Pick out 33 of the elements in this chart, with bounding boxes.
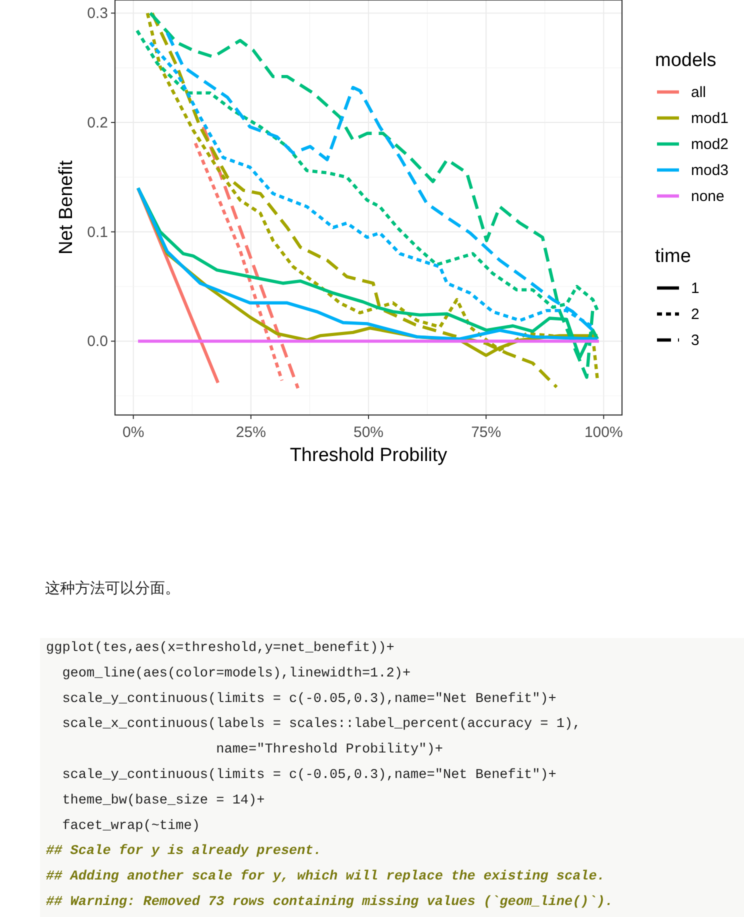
text: 这种方法可以分面。 [45, 580, 180, 597]
legend-label: mod3 [691, 162, 729, 179]
legend-label: mod1 [691, 110, 729, 127]
legend-label: none [691, 188, 724, 205]
y-axis-title: Net Benefit [56, 160, 77, 254]
legend-title: models [655, 50, 716, 71]
text: scale_y_continuous(limits = c(-0.05,0.3),name="Net Benefit")+ [46, 768, 556, 783]
text: ## Adding another scale for y, which will replace the existing scale. [46, 870, 605, 885]
text: facet_wrap(~time) [46, 818, 200, 834]
text: scale_x_continuous(labels = scales::label_percent(accuracy = 1), [46, 717, 581, 732]
legend-label: mod2 [691, 136, 729, 153]
text: ## Warning: Removed 73 rows containing missing values (`geom_line()`). [46, 895, 614, 910]
legend-label: all [691, 84, 706, 101]
text: ggplot(tes,aes(x=threshold,y=net_benefit))+ [46, 641, 394, 656]
text: 1 [691, 280, 700, 297]
text: 3 [691, 332, 700, 349]
text: scale_y_continuous(limits = c(-0.05,0.3),name="Net Benefit")+ [46, 692, 556, 707]
text: time [655, 246, 691, 267]
text: geom_line(aes(color=models),linewidth=1.2)+ [46, 666, 411, 682]
y-tick-label: 0.3 [87, 5, 108, 22]
text: name="Threshold Probility")+ [46, 742, 443, 758]
x-tick-label: 50% [353, 424, 384, 441]
text: theme_bw(base_size = 14)+ [46, 793, 265, 808]
x-tick-label: 100% [584, 424, 623, 441]
x-tick-label: 75% [471, 424, 502, 441]
x-tick-label: 25% [236, 424, 266, 441]
text: 2 [691, 306, 700, 323]
x-axis-title: Threshold Probility [290, 445, 448, 466]
y-tick-label: 0.2 [87, 114, 108, 132]
x-tick-label: 0% [122, 424, 144, 441]
text: ## Scale for y is already present. [46, 844, 322, 860]
y-tick-label: 0.0 [87, 333, 108, 350]
y-tick-label: 0.1 [87, 224, 108, 241]
